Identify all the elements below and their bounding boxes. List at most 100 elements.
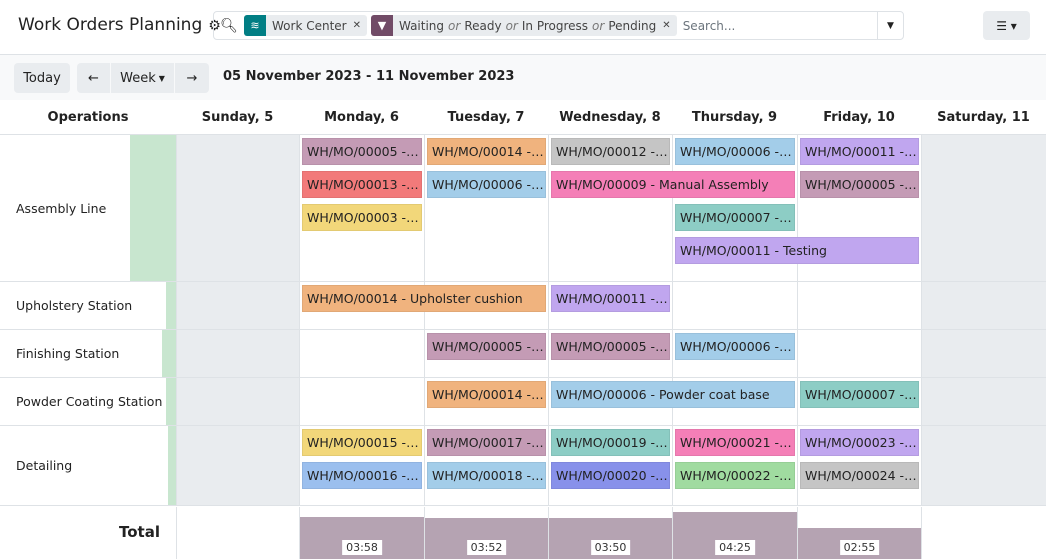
today-button[interactable]: Today — [14, 63, 70, 93]
prev-button[interactable]: ← — [77, 63, 110, 93]
column-header-day: Sunday, 5 — [176, 100, 299, 135]
day-cell[interactable] — [672, 282, 797, 329]
total-cell: 03:50 — [548, 507, 672, 559]
day-cell[interactable] — [672, 135, 797, 281]
work-order-pill[interactable]: WH/MO/00006 - ... — [675, 333, 795, 360]
work-order-pill[interactable]: WH/MO/00014 - Upholster cushion — [302, 285, 546, 312]
next-button[interactable]: → — [175, 63, 209, 93]
caret-down-icon: ▼ — [158, 73, 165, 83]
gantt-row: Assembly Line WH/MO/00005 - ... WH/MO/0001… — [0, 135, 1046, 282]
day-cell[interactable] — [672, 426, 797, 505]
work-order-pill[interactable]: WH/MO/00003 - ... — [302, 204, 422, 231]
row-label: Detailing — [0, 426, 168, 505]
scale-dropdown[interactable]: Week ▼ — [111, 63, 174, 93]
day-cell[interactable] — [921, 330, 1046, 377]
search-bar[interactable]: 🔍︎ ≋ Work Center ✕ ▼ Waiting or Ready or In Prog… — [213, 11, 904, 40]
facet-label: Waiting or Ready or In Progress or Pending — [393, 19, 662, 33]
work-order-pill[interactable]: WH/MO/00009 - Manual Assembly — [551, 171, 795, 198]
day-cell[interactable] — [548, 426, 672, 505]
day-cell[interactable] — [176, 330, 299, 377]
progress-bar — [166, 378, 176, 425]
day-cell[interactable] — [299, 282, 424, 329]
column-header-day: Friday, 10 — [797, 100, 921, 135]
work-order-pill[interactable]: WH/MO/00011 - ... — [551, 285, 670, 312]
work-order-pill[interactable]: WH/MO/00011 - ... — [800, 138, 919, 165]
work-order-pill[interactable]: WH/MO/00014 - ... — [427, 138, 546, 165]
work-order-pill[interactable]: WH/MO/00005 - ... — [551, 333, 670, 360]
gear-icon[interactable]: ⚙ — [208, 18, 221, 34]
work-order-pill[interactable]: WH/MO/00021 - ... — [675, 429, 795, 456]
total-value: 02:55 — [839, 540, 880, 555]
day-cell[interactable] — [548, 330, 672, 377]
layers-icon: ≋ — [244, 15, 266, 36]
day-cell[interactable] — [548, 378, 672, 425]
column-header-day: Saturday, 11 — [921, 100, 1046, 135]
day-cell[interactable] — [299, 330, 424, 377]
facet-value: In Progress — [521, 18, 589, 33]
day-cell[interactable] — [921, 378, 1046, 425]
work-order-pill[interactable]: WH/MO/00012 - ... — [551, 138, 670, 165]
day-cell[interactable] — [921, 135, 1046, 281]
work-order-pill[interactable]: WH/MO/00022 - ... — [675, 462, 795, 489]
work-order-pill[interactable]: WH/MO/00005 - ... — [302, 138, 422, 165]
row-label: Finishing Station — [0, 330, 162, 377]
work-order-pill[interactable]: WH/MO/00007 - ... — [675, 204, 795, 231]
work-order-pill[interactable]: WH/MO/00014 - ... — [427, 381, 546, 408]
day-cell[interactable] — [424, 378, 548, 425]
date-range: 05 November 2023 - 11 November 2023 — [223, 69, 515, 84]
facet-value: Pending — [608, 18, 657, 33]
row-label: Upholstery Station — [0, 282, 166, 329]
total-label: Total — [119, 523, 160, 541]
work-order-pill[interactable]: WH/MO/00020 - ... — [551, 462, 670, 489]
day-cell[interactable] — [176, 135, 299, 281]
total-value: 03:50 — [590, 540, 631, 555]
day-cell[interactable] — [299, 378, 424, 425]
day-cell[interactable] — [921, 282, 1046, 329]
work-order-pill[interactable]: WH/MO/00007 - ... — [800, 381, 919, 408]
search-input[interactable] — [680, 14, 877, 37]
day-cell[interactable] — [176, 282, 299, 329]
work-order-pill[interactable]: WH/MO/00006 - ... — [427, 171, 546, 198]
day-cell[interactable] — [299, 135, 424, 281]
work-order-pill[interactable]: WH/MO/00015 - ... — [302, 429, 422, 456]
work-order-pill[interactable]: WH/MO/00016 - ... — [302, 462, 422, 489]
remove-facet-icon[interactable]: ✕ — [662, 20, 671, 31]
progress-bar — [130, 135, 176, 281]
work-order-pill[interactable]: WH/MO/00018 - ... — [427, 462, 546, 489]
remove-facet-icon[interactable]: ✕ — [352, 20, 361, 31]
day-cell[interactable] — [921, 426, 1046, 505]
day-cell[interactable] — [176, 378, 299, 425]
work-order-pill[interactable]: WH/MO/00023 - ... — [800, 429, 919, 456]
work-order-pill[interactable]: WH/MO/00005 - ... — [800, 171, 919, 198]
day-cell[interactable] — [424, 330, 548, 377]
day-cell[interactable] — [299, 426, 424, 505]
day-cell[interactable] — [797, 426, 921, 505]
day-cell[interactable] — [424, 426, 548, 505]
total-cell: 04:25 — [672, 507, 797, 559]
day-cell[interactable] — [672, 330, 797, 377]
day-cell[interactable] — [797, 282, 921, 329]
total-bar: 02:55 — [798, 527, 921, 559]
day-cell[interactable] — [797, 378, 921, 425]
work-order-pill[interactable]: WH/MO/00017 - ... — [427, 429, 546, 456]
work-order-pill[interactable]: WH/MO/00024 - ... — [800, 462, 919, 489]
work-order-pill[interactable]: WH/MO/00013 - ... — [302, 171, 422, 198]
day-cell[interactable] — [797, 135, 921, 281]
work-order-pill[interactable]: WH/MO/00006 - Powder coat base — [551, 381, 795, 408]
work-order-pill[interactable]: WH/MO/00005 - ... — [427, 333, 546, 360]
day-cell[interactable] — [797, 330, 921, 377]
day-cell[interactable] — [548, 135, 672, 281]
total-value: 04:25 — [715, 540, 755, 555]
search-options-toggle[interactable]: ▼ — [877, 12, 903, 39]
facet-separator: or — [505, 18, 518, 33]
day-cell[interactable] — [424, 135, 548, 281]
work-order-pill[interactable]: WH/MO/00011 - Testing — [675, 237, 919, 264]
gantt-row: Powder Coating Station WH/MO/00014 - ... W… — [0, 378, 1046, 426]
facet-separator: or — [592, 18, 605, 33]
work-order-pill[interactable]: WH/MO/00019 - ... — [551, 429, 670, 456]
total-cell — [176, 507, 299, 559]
day-cell[interactable] — [548, 282, 672, 329]
view-options-button[interactable]: ☰ ▾ — [983, 11, 1030, 40]
day-cell[interactable] — [176, 426, 299, 505]
work-order-pill[interactable]: WH/MO/00006 - ... — [675, 138, 795, 165]
